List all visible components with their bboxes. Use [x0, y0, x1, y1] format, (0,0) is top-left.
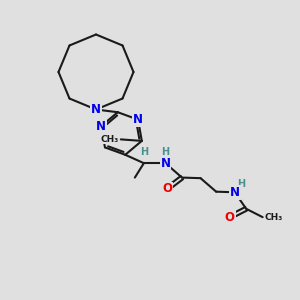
Text: H: H [161, 147, 169, 157]
Text: H: H [237, 179, 245, 189]
Text: N: N [160, 157, 170, 170]
Text: CH₃: CH₃ [100, 135, 119, 144]
Text: N: N [91, 103, 101, 116]
Text: O: O [162, 182, 172, 196]
Text: N: N [230, 186, 240, 199]
Text: H: H [140, 147, 148, 157]
Text: N: N [96, 120, 106, 133]
Text: O: O [225, 211, 235, 224]
Text: CH₃: CH₃ [265, 213, 283, 222]
Text: N: N [133, 113, 143, 126]
